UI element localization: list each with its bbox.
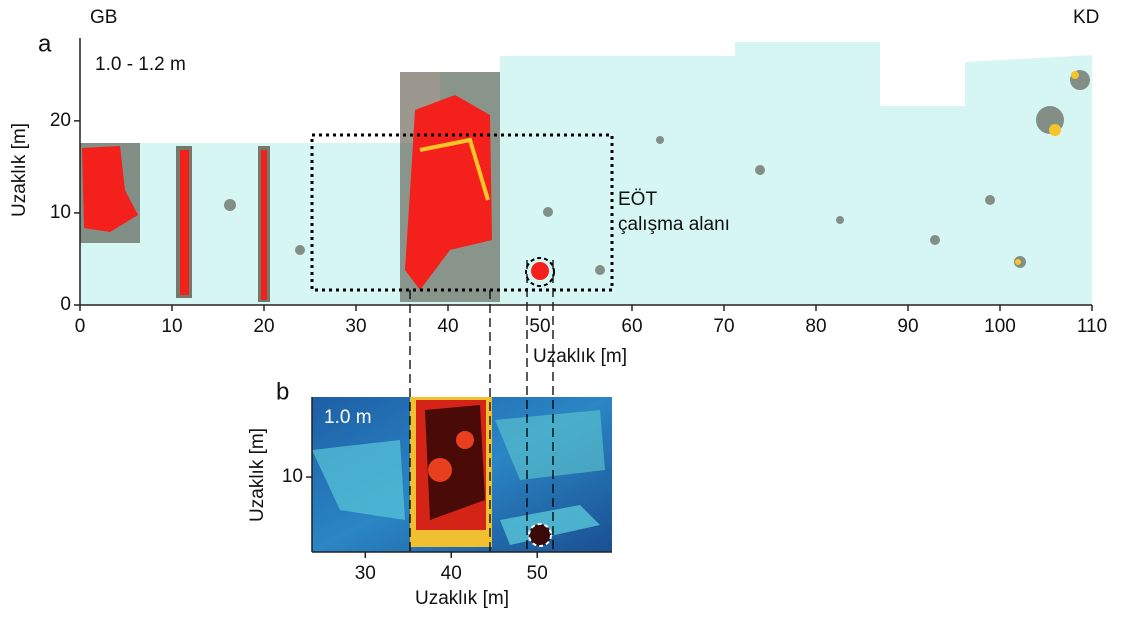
x-tick-label: 10 bbox=[161, 316, 182, 337]
x-tick-label: 90 bbox=[897, 316, 918, 337]
x-tick-label: 70 bbox=[713, 316, 734, 337]
corner-label: GB bbox=[90, 7, 117, 28]
depth-label: 1.0 m bbox=[324, 407, 372, 428]
depth-label: 1.0 - 1.2 m bbox=[95, 54, 186, 75]
x-axis-label: Uzaklık [m] bbox=[415, 588, 509, 609]
panel-label: a bbox=[38, 30, 52, 57]
x-tick-label: 0 bbox=[75, 316, 86, 337]
x-tick-label: 50 bbox=[527, 563, 548, 584]
x-tick-label: 60 bbox=[621, 316, 642, 337]
corner-label: KD bbox=[1073, 7, 1099, 28]
x-tick-label: 30 bbox=[345, 316, 366, 337]
x-tick-label: 100 bbox=[984, 316, 1016, 337]
connector-lines bbox=[409, 260, 554, 552]
annotation: EÖT bbox=[618, 189, 657, 210]
x-tick-label: 40 bbox=[441, 563, 462, 584]
x-axis-label: Uzaklık [m] bbox=[533, 346, 627, 367]
annotation: çalışma alanı bbox=[618, 214, 730, 235]
y-tick-label: 0 bbox=[60, 294, 71, 315]
y-axis-label: Uzaklık [m] bbox=[247, 428, 268, 522]
map-b bbox=[312, 397, 612, 552]
y-tick-label: 20 bbox=[50, 110, 71, 131]
x-tick-label: 50 bbox=[529, 316, 550, 337]
y-tick-label: 10 bbox=[282, 466, 303, 487]
x-tick-label: 30 bbox=[355, 563, 376, 584]
map-a bbox=[80, 42, 1092, 305]
x-tick-label: 20 bbox=[253, 316, 274, 337]
x-tick-label: 110 bbox=[1077, 316, 1107, 337]
y-tick-label: 10 bbox=[50, 202, 71, 223]
x-tick-label: 40 bbox=[437, 316, 458, 337]
panel-label: b bbox=[276, 378, 289, 405]
x-tick-label: 80 bbox=[805, 316, 826, 337]
y-axis-label: Uzaklık [m] bbox=[9, 123, 30, 217]
